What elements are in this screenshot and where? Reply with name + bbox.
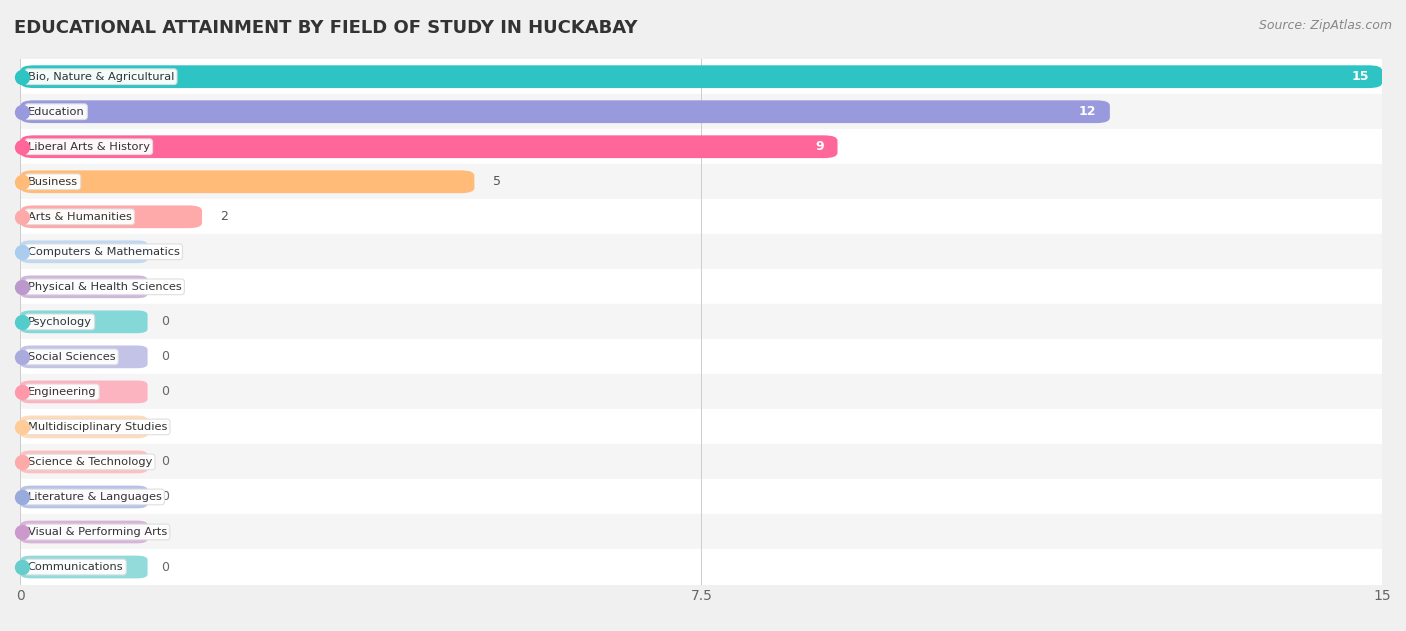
Text: 5: 5 [492,175,501,188]
Text: Bio, Nature & Agricultural: Bio, Nature & Agricultural [28,72,174,81]
FancyBboxPatch shape [21,451,148,473]
Bar [21,410,1382,444]
Text: 12: 12 [1078,105,1097,118]
Bar [21,304,1382,339]
FancyBboxPatch shape [21,240,148,263]
FancyBboxPatch shape [21,135,838,158]
FancyBboxPatch shape [21,416,148,439]
Text: 0: 0 [162,526,169,538]
Text: 0: 0 [162,420,169,433]
Text: Communications: Communications [28,562,124,572]
Text: 2: 2 [221,210,228,223]
Text: Education: Education [28,107,84,117]
Text: Visual & Performing Arts: Visual & Performing Arts [28,527,167,537]
Text: 0: 0 [162,386,169,398]
Text: 0: 0 [162,490,169,504]
Text: 0: 0 [162,280,169,293]
Bar [21,129,1382,164]
FancyBboxPatch shape [21,521,148,543]
FancyBboxPatch shape [21,276,148,298]
Bar [21,339,1382,374]
Bar [21,514,1382,550]
Bar [21,550,1382,584]
FancyBboxPatch shape [21,556,148,579]
Text: Arts & Humanities: Arts & Humanities [28,212,132,221]
Text: Literature & Languages: Literature & Languages [28,492,162,502]
Text: 15: 15 [1351,70,1368,83]
FancyBboxPatch shape [21,206,202,228]
Bar [21,374,1382,410]
Text: Source: ZipAtlas.com: Source: ZipAtlas.com [1258,19,1392,32]
Text: 0: 0 [162,316,169,328]
Text: Liberal Arts & History: Liberal Arts & History [28,142,150,151]
Text: Psychology: Psychology [28,317,91,327]
FancyBboxPatch shape [21,170,474,193]
Bar [21,234,1382,269]
Text: Computers & Mathematics: Computers & Mathematics [28,247,180,257]
Text: 0: 0 [162,245,169,258]
Text: Social Sciences: Social Sciences [28,352,115,362]
Text: Physical & Health Sciences: Physical & Health Sciences [28,282,181,292]
Text: Science & Technology: Science & Technology [28,457,152,467]
Text: 0: 0 [162,350,169,363]
Text: Engineering: Engineering [28,387,97,397]
FancyBboxPatch shape [21,310,148,333]
Bar [21,199,1382,234]
Bar [21,94,1382,129]
Text: 9: 9 [815,140,824,153]
Bar [21,164,1382,199]
Bar [21,59,1382,94]
FancyBboxPatch shape [21,100,1109,123]
Bar [21,269,1382,304]
Text: EDUCATIONAL ATTAINMENT BY FIELD OF STUDY IN HUCKABAY: EDUCATIONAL ATTAINMENT BY FIELD OF STUDY… [14,19,637,37]
FancyBboxPatch shape [21,486,148,509]
Text: 0: 0 [162,456,169,468]
FancyBboxPatch shape [21,380,148,403]
FancyBboxPatch shape [21,65,1382,88]
FancyBboxPatch shape [21,346,148,369]
Text: 0: 0 [162,560,169,574]
Text: Multidisciplinary Studies: Multidisciplinary Studies [28,422,167,432]
Bar [21,480,1382,514]
Text: Business: Business [28,177,77,187]
Bar [21,444,1382,480]
